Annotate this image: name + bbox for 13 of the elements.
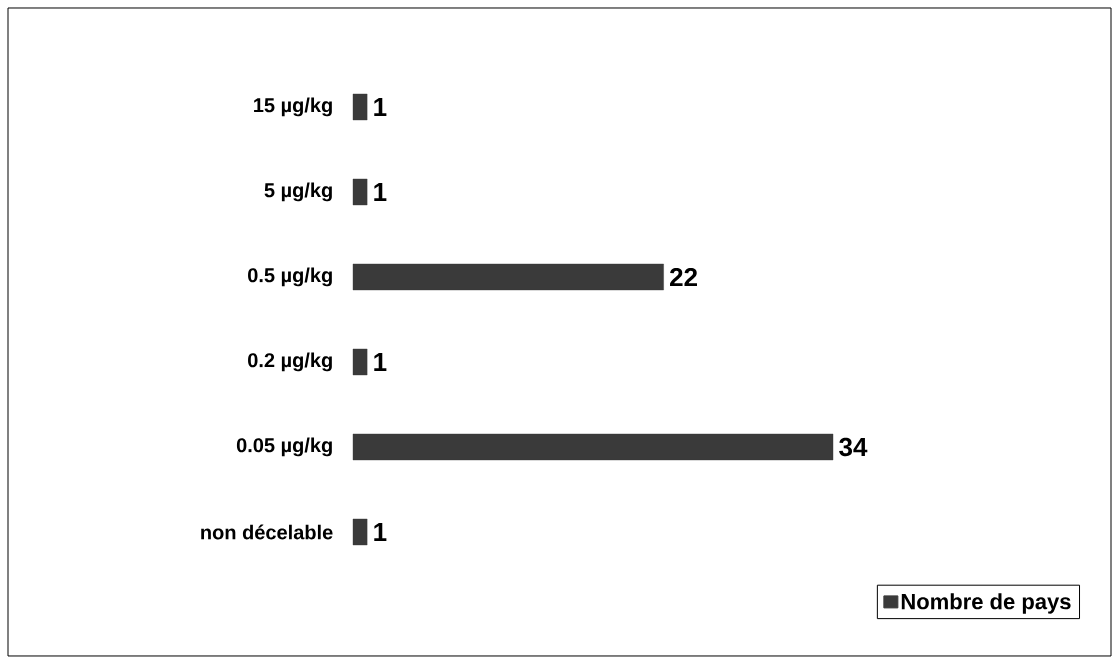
y-tick-label: 0.2 µg/kg: [248, 352, 332, 372]
data-label: 1: [374, 98, 387, 116]
y-tick-label: 0.05 µg/kg: [236, 437, 332, 457]
y-tick-label: non décelable: [201, 524, 333, 540]
data-label: 1: [374, 183, 387, 201]
legend-label: Nombre de pays: [901, 593, 1071, 614]
data-label: 1: [374, 353, 387, 371]
data-label: 1: [374, 523, 387, 541]
data-label: 34: [839, 437, 868, 457]
data-label: 22: [670, 267, 697, 287]
y-tick-label: 0.5 µg/kg: [248, 267, 332, 287]
y-tick-label: 15 µg/kg: [254, 97, 332, 117]
y-tick-label: 5 µg/kg: [264, 182, 332, 202]
